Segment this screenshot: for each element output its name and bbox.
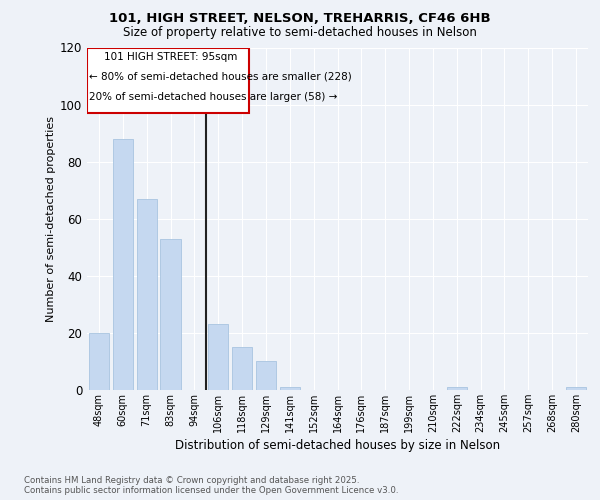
- Bar: [446, 387, 467, 390]
- Bar: [137, 199, 157, 390]
- Text: 20% of semi-detached houses are larger (58) →: 20% of semi-detached houses are larger (…: [89, 92, 338, 102]
- Bar: [566, 387, 586, 390]
- Text: 101, HIGH STREET, NELSON, TREHARRIS, CF46 6HB: 101, HIGH STREET, NELSON, TREHARRIS, CF4…: [109, 12, 491, 26]
- Bar: [113, 139, 133, 390]
- X-axis label: Distribution of semi-detached houses by size in Nelson: Distribution of semi-detached houses by …: [175, 439, 500, 452]
- Text: ← 80% of semi-detached houses are smaller (228): ← 80% of semi-detached houses are smalle…: [89, 72, 352, 82]
- Y-axis label: Number of semi-detached properties: Number of semi-detached properties: [46, 116, 56, 322]
- Text: 101 HIGH STREET: 95sqm: 101 HIGH STREET: 95sqm: [104, 52, 237, 62]
- Text: Size of property relative to semi-detached houses in Nelson: Size of property relative to semi-detach…: [123, 26, 477, 39]
- Bar: [232, 347, 252, 390]
- Text: Contains HM Land Registry data © Crown copyright and database right 2025.
Contai: Contains HM Land Registry data © Crown c…: [24, 476, 398, 495]
- Bar: [256, 362, 276, 390]
- Bar: [160, 238, 181, 390]
- Bar: [208, 324, 229, 390]
- Bar: [280, 387, 300, 390]
- Bar: [89, 333, 109, 390]
- FancyBboxPatch shape: [87, 48, 249, 113]
